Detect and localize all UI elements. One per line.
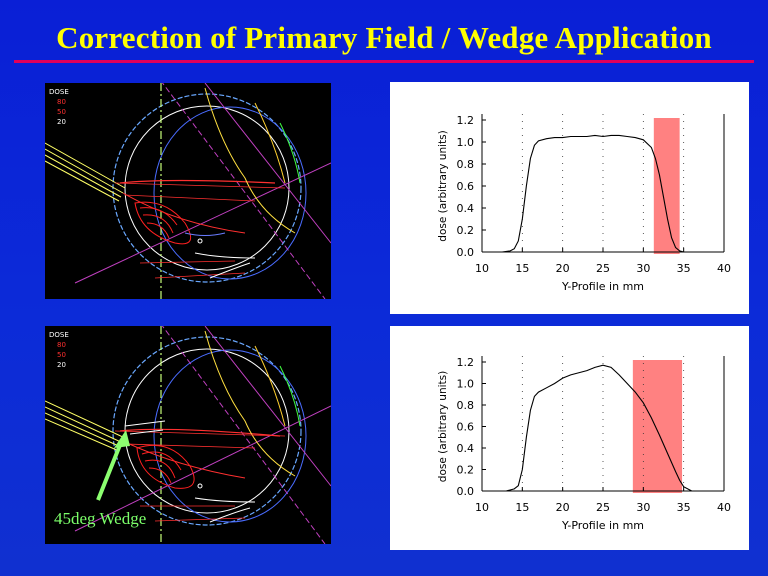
- y-axis-label: dose (arbitrary units): [437, 130, 449, 241]
- x-tick-label: 25: [596, 501, 610, 514]
- y-tick-label: 1.0: [457, 136, 475, 149]
- x-tick-label: 20: [556, 501, 570, 514]
- x-tick-label: 30: [636, 501, 650, 514]
- y-tick-label: 0.2: [457, 464, 475, 477]
- x-tick-label: 20: [556, 262, 570, 275]
- y-tick-label: 1.2: [457, 114, 475, 127]
- x-tick-label: 40: [717, 262, 731, 275]
- chart-svg: 10 15 20 25 30 35 40 0.0 0.2 0.4 0.6 0.8 1.0 1.2 Y-Pro…: [437, 356, 731, 532]
- x-tick-label: 10: [475, 262, 489, 275]
- profile-line: [502, 134, 684, 253]
- dose-distribution-image-bottom: DOSE 80 50 20: [44, 315, 332, 545]
- title-underline: [14, 60, 754, 63]
- y-tick-label: 0.0: [457, 246, 475, 259]
- dose-legend-50: 50: [57, 351, 66, 359]
- x-axis-label: Y-Profile in mm: [561, 519, 644, 532]
- page-title: Correction of Primary Field / Wedge Appl…: [56, 20, 712, 55]
- dose-distribution-image-top: DOSE 80 50 20: [44, 72, 332, 300]
- y-axis-label: dose (arbitrary units): [437, 371, 449, 482]
- y-tick-label: 0.8: [457, 158, 475, 171]
- dose-profile-chart-top: 10 15 20 25 30 35 40 0.0 0.2 0.4 0.6 0.8 1.0 1.2 Y-Pro…: [390, 82, 749, 314]
- y-tick-label: 0.2: [457, 224, 475, 237]
- dose-legend-80: 80: [57, 341, 66, 349]
- dose-legend-title: DOSE: [49, 331, 69, 339]
- x-tick-label: 15: [515, 262, 529, 275]
- y-tick-label: 1.2: [457, 356, 475, 369]
- x-tick-label: 10: [475, 501, 489, 514]
- y-tick-label: 0.4: [457, 442, 475, 455]
- highlight-band: [653, 118, 680, 254]
- y-tick-label: 1.0: [457, 378, 475, 391]
- highlight-band: [632, 360, 683, 493]
- dose-legend-50: 50: [57, 108, 66, 116]
- x-tick-label: 35: [677, 262, 691, 275]
- y-tick-label: 0.6: [457, 421, 475, 434]
- y-tick-label: 0.8: [457, 399, 475, 412]
- chart-svg: 10 15 20 25 30 35 40 0.0 0.2 0.4 0.6 0.8 1.0 1.2 Y-Pro…: [437, 114, 731, 293]
- x-tick-label: 35: [677, 501, 691, 514]
- y-tick-label: 0.6: [457, 180, 475, 193]
- dose-profile-chart-bottom: 10 15 20 25 30 35 40 0.0 0.2 0.4 0.6 0.8 1.0 1.2 Y-Pro…: [390, 326, 749, 550]
- profile-line: [506, 364, 692, 492]
- dose-legend-title: DOSE: [49, 88, 69, 96]
- x-axis-label: Y-Profile in mm: [561, 280, 644, 293]
- dose-legend-20: 20: [57, 118, 66, 126]
- x-tick-label: 15: [515, 501, 529, 514]
- dose-legend-20: 20: [57, 361, 66, 369]
- wedge-label: 45deg Wedge: [54, 509, 147, 528]
- dose-legend-80: 80: [57, 98, 66, 106]
- y-tick-label: 0.0: [457, 485, 475, 498]
- x-tick-label: 40: [717, 501, 731, 514]
- x-tick-label: 30: [636, 262, 650, 275]
- y-tick-label: 0.4: [457, 202, 475, 215]
- x-tick-label: 25: [596, 262, 610, 275]
